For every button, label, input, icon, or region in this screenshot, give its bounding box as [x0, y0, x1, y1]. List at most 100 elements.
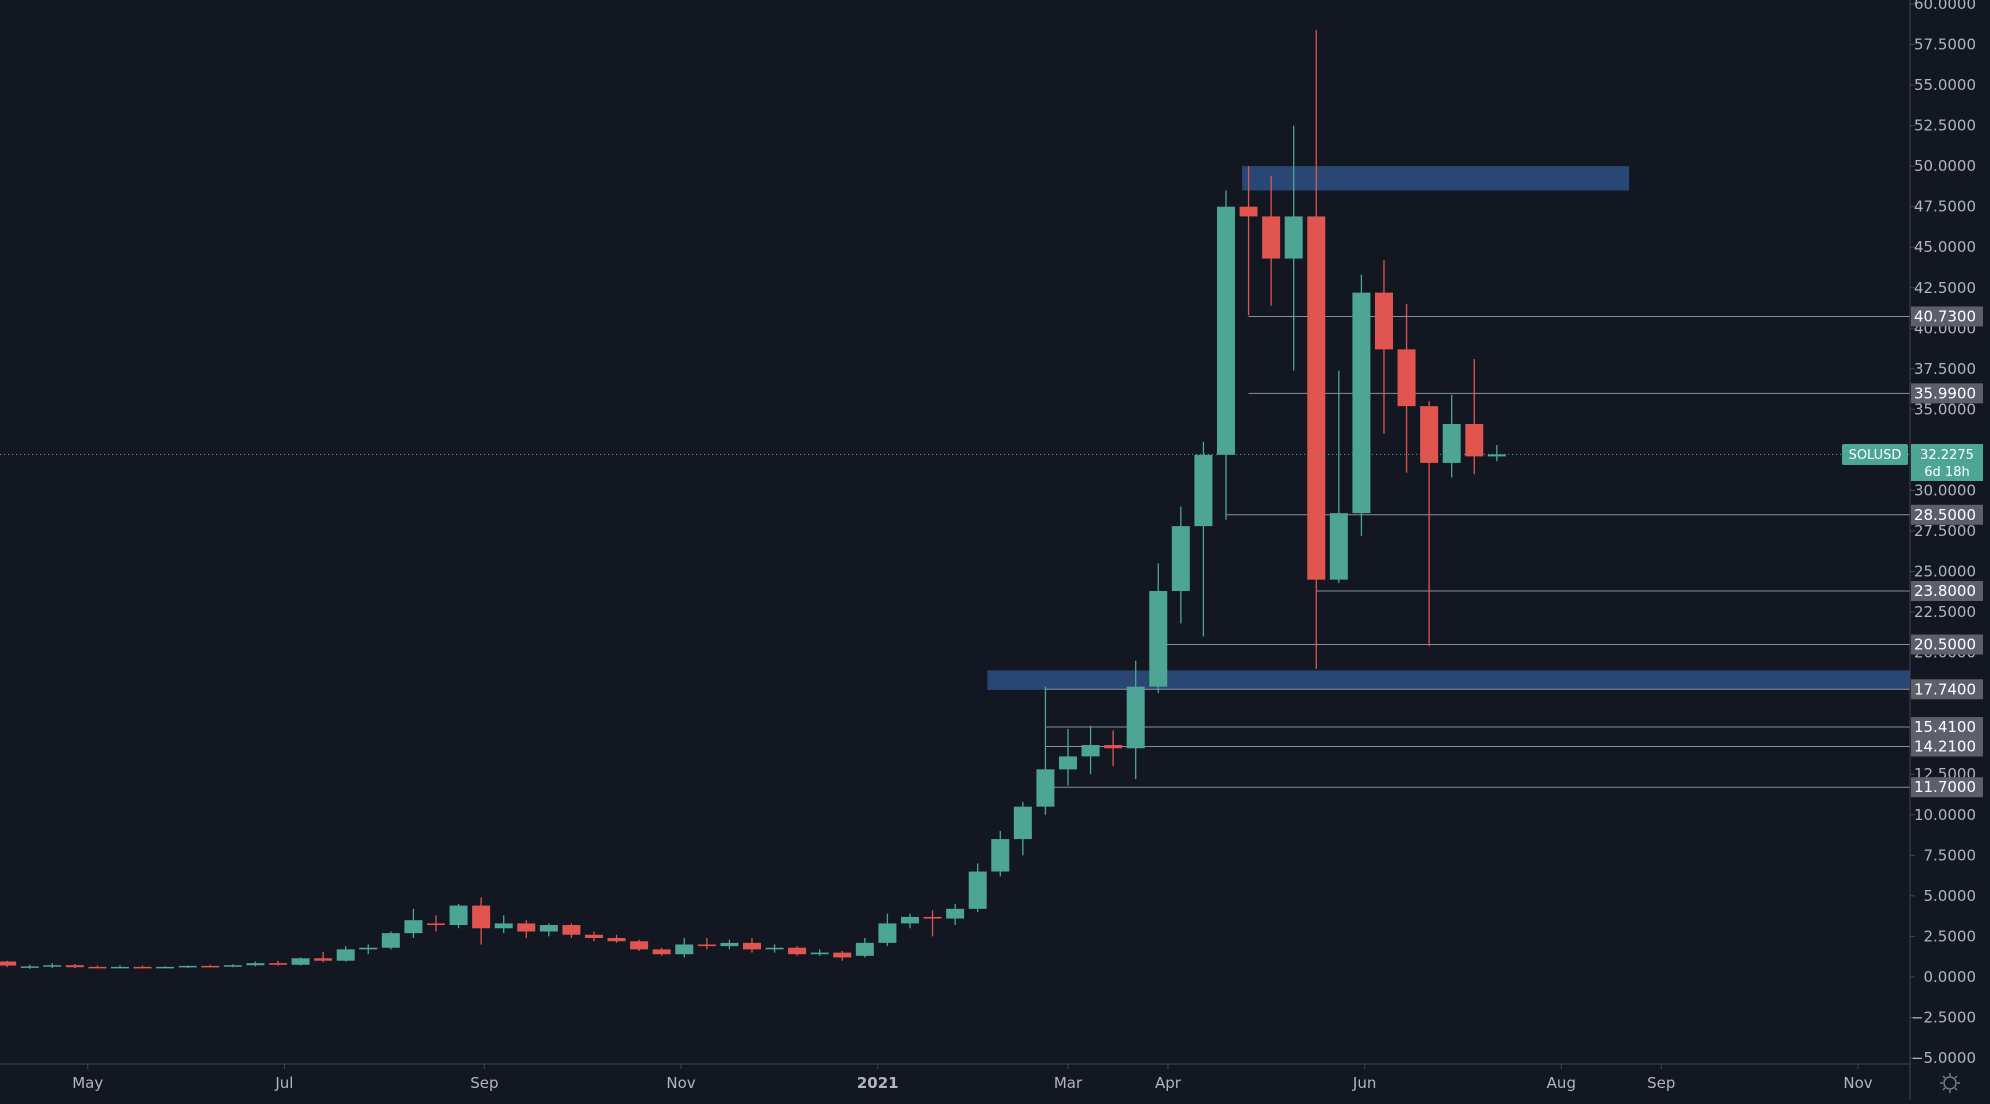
candle-body	[494, 923, 513, 929]
level-badge	[1911, 580, 1983, 601]
bar-countdown-label: 6d 18h	[1924, 465, 1969, 480]
candle-body	[1442, 423, 1461, 463]
candle-body	[833, 952, 852, 958]
candle-body	[1352, 292, 1371, 514]
price-tick-label: 25.0000	[1914, 563, 1976, 581]
candle-body	[336, 949, 355, 961]
candle-body	[65, 965, 84, 968]
candle-body	[1058, 756, 1077, 770]
time-tick-label: Jul	[274, 1074, 293, 1092]
candle-body	[110, 966, 129, 969]
time-axis[interactable]: May Jul Sep Nov 2021 Mar Apr Jun Aug Sep Nov	[72, 1064, 1873, 1092]
candle-body	[765, 947, 784, 950]
candle-body	[652, 949, 671, 955]
candle-body	[201, 965, 220, 968]
candle-body	[1420, 406, 1439, 463]
level-badge-label: 23.8000	[1914, 582, 1976, 600]
candle-body	[517, 923, 536, 932]
level-badge-label: 40.7300	[1914, 307, 1976, 325]
level-badge-label: 35.9900	[1914, 384, 1976, 402]
candle-body	[381, 933, 400, 948]
candles-layer	[0, 29, 1506, 969]
candle-body	[1307, 216, 1326, 580]
price-tick-label: 10.0000	[1914, 806, 1976, 824]
last-price-badge: 32.2275 6d 18h	[1911, 444, 1983, 481]
candle-body	[810, 952, 829, 955]
time-tick-label: Nov	[1843, 1074, 1872, 1092]
candle-body	[43, 965, 62, 967]
level-badge-label: 17.7400	[1914, 680, 1976, 698]
price-labels-layer: 40.7300 35.9900 28.5000 23.8000 20.5000 17.74…	[1911, 306, 1983, 798]
candle-body	[1262, 216, 1281, 259]
candle-body	[1013, 806, 1032, 840]
candle-body	[133, 966, 152, 969]
level-badge-label: 28.5000	[1914, 506, 1976, 524]
time-tick-label: Aug	[1547, 1074, 1576, 1092]
candle-body	[946, 908, 965, 919]
candle-body	[426, 923, 445, 926]
candle-body	[268, 963, 287, 965]
candle-body	[607, 938, 626, 942]
level-badge	[1911, 306, 1983, 327]
candle-body	[449, 905, 468, 926]
last-price-label: 32.2275	[1920, 448, 1974, 463]
candle-body	[88, 966, 107, 969]
candle-body	[788, 947, 807, 955]
price-tick-label: 52.5000	[1914, 117, 1976, 135]
symbol-badge: SOLUSD	[1842, 444, 1908, 465]
level-badge-label: 20.5000	[1914, 636, 1976, 654]
price-tick-label: −5.0000	[1911, 1049, 1976, 1067]
candle-body	[1487, 454, 1506, 457]
levels-layer	[1045, 315, 1910, 788]
level-badge	[1911, 717, 1983, 738]
level-badge	[1911, 777, 1983, 798]
candle-body	[404, 920, 423, 934]
price-tick-label: 55.0000	[1914, 76, 1976, 94]
settings-gear-icon[interactable]	[1940, 1073, 1960, 1093]
zones-layer	[987, 166, 1910, 690]
candle-body	[1216, 206, 1235, 455]
candle-body	[855, 942, 874, 956]
candle-body	[900, 916, 919, 924]
price-tick-label: 42.5000	[1914, 279, 1976, 297]
candle-body	[1284, 216, 1303, 259]
time-tick-label: Jun	[1352, 1074, 1376, 1092]
candle-body	[1126, 686, 1145, 749]
candle-body	[1239, 206, 1258, 217]
time-tick-label: Apr	[1155, 1074, 1182, 1092]
price-tick-label: 60.0000	[1914, 0, 1976, 13]
time-tick-label: May	[72, 1074, 103, 1092]
candle-body	[1374, 292, 1393, 350]
candle-body	[968, 871, 987, 909]
level-badge-label: 11.7000	[1914, 778, 1976, 796]
price-tick-label: 0.0000	[1924, 968, 1977, 986]
candle-body	[1171, 526, 1190, 591]
level-badge-label: 14.2100	[1914, 738, 1976, 756]
candle-body	[178, 965, 197, 968]
price-tick-label: 27.5000	[1914, 522, 1976, 540]
price-tick-label: 2.5000	[1924, 927, 1977, 945]
candle-body	[359, 947, 378, 950]
price-tick-label: 47.5000	[1914, 198, 1976, 216]
candle-body	[923, 916, 942, 919]
candle-body	[878, 923, 897, 943]
time-tick-label: 2021	[857, 1074, 899, 1092]
level-badge	[1911, 383, 1983, 404]
candle-body	[720, 942, 739, 947]
time-tick-label: Mar	[1054, 1074, 1083, 1092]
candle-body	[742, 942, 761, 950]
price-tick-label: 37.5000	[1914, 360, 1976, 378]
price-tick-label: 50.0000	[1914, 157, 1976, 175]
candle-body	[1036, 769, 1055, 807]
price-tick-label: 30.0000	[1914, 481, 1976, 499]
candle-body	[223, 965, 242, 967]
time-tick-label: Sep	[470, 1074, 498, 1092]
zone-box	[987, 670, 1910, 690]
candle-body	[675, 944, 694, 955]
candle-body	[1397, 349, 1416, 407]
candle-body	[156, 966, 175, 969]
candle-body	[630, 941, 649, 950]
